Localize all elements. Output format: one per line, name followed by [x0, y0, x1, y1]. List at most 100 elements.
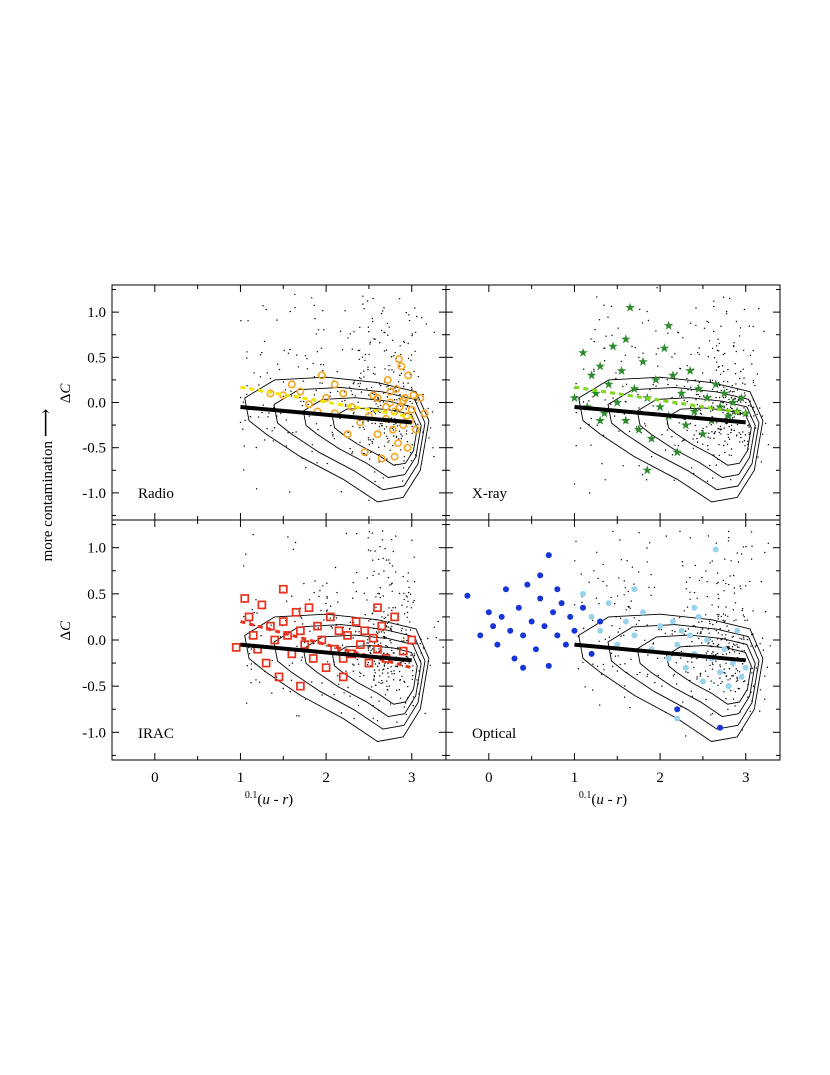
background-dot: [648, 586, 650, 588]
data-point: [390, 452, 399, 461]
fit-line: [240, 405, 412, 425]
background-dot: [316, 462, 318, 464]
data-point: [558, 600, 565, 607]
data-point: [313, 621, 322, 631]
background-dot: [767, 444, 770, 446]
background-dot: [735, 619, 737, 621]
background-dot: [257, 416, 260, 418]
background-dot: [388, 440, 390, 442]
background-dot: [409, 400, 411, 403]
background-dot: [317, 329, 320, 331]
data-point: [322, 393, 331, 402]
data-point: [326, 612, 335, 622]
data-point: [368, 633, 378, 643]
background-dot: [676, 372, 678, 374]
data-point: [490, 623, 497, 630]
background-dot: [707, 675, 709, 678]
background-dot: [258, 384, 260, 386]
background-dot: [383, 664, 386, 666]
background-dot: [311, 681, 313, 683]
background-dot: [382, 310, 384, 312]
background-dot: [371, 612, 374, 614]
background-dot: [387, 672, 389, 674]
data-point: [283, 631, 292, 640]
background-dot: [620, 360, 622, 363]
background-dot: [737, 679, 739, 681]
background-dot: [731, 646, 734, 648]
background-dot: [393, 423, 395, 426]
background-dot: [683, 610, 685, 612]
background-dot: [382, 401, 385, 403]
background-dot: [355, 571, 358, 574]
background-dot: [352, 582, 354, 584]
background-dot: [244, 419, 246, 422]
background-dot: [370, 550, 372, 552]
background-dot: [696, 657, 698, 660]
background-dot: [623, 580, 625, 582]
background-dot: [745, 545, 747, 548]
background-dot: [418, 670, 420, 672]
background-dot: [385, 349, 388, 351]
data-point: [734, 627, 741, 634]
background-dot: [731, 384, 733, 387]
background-dot: [749, 710, 751, 712]
background-dot: [300, 400, 302, 402]
background-dot: [717, 643, 720, 646]
background-dot: [727, 679, 729, 681]
background-dot: [401, 665, 404, 667]
background-dot: [382, 682, 384, 684]
background-dot: [581, 601, 583, 604]
background-dot: [713, 300, 715, 302]
data-point: [721, 646, 728, 653]
background-dot: [695, 307, 697, 309]
background-dot: [367, 420, 369, 422]
background-dot: [733, 342, 735, 344]
background-dot: [715, 369, 717, 371]
background-dot: [728, 398, 730, 401]
background-dot: [404, 681, 406, 683]
background-dot: [653, 586, 656, 589]
background-dot: [296, 715, 298, 717]
background-dot: [657, 674, 659, 677]
background-dot: [316, 351, 319, 353]
background-dot: [686, 401, 688, 403]
background-dot: [711, 388, 714, 390]
background-dot: [392, 607, 394, 609]
background-dot: [577, 668, 580, 670]
background-dot: [268, 412, 270, 414]
data-point: [502, 586, 509, 593]
background-dot: [336, 675, 339, 677]
fit-line: [574, 642, 746, 663]
data-point: [464, 592, 471, 599]
background-dot: [311, 444, 314, 446]
background-dot: [313, 643, 315, 645]
background-dot: [242, 401, 245, 403]
data-point: [719, 388, 730, 398]
background-dot: [675, 683, 678, 685]
background-dot: [740, 436, 742, 439]
background-dot: [728, 391, 730, 393]
background-dot: [253, 611, 255, 614]
background-dot: [579, 427, 582, 429]
background-dot: [618, 577, 620, 579]
background-dot: [330, 424, 332, 427]
background-dot: [304, 355, 307, 357]
background-dot: [406, 430, 408, 432]
data-point: [339, 389, 348, 398]
background-dot: [406, 611, 409, 614]
background-dot: [411, 388, 413, 390]
background-dot: [711, 604, 713, 606]
background-dot: [394, 607, 397, 609]
series-1: [240, 385, 413, 419]
background-dot: [629, 607, 631, 609]
background-dot: [248, 653, 251, 655]
x-tick-label: 0: [151, 770, 159, 786]
background-dot: [723, 590, 725, 592]
background-dot: [723, 621, 725, 623]
data-point: [586, 370, 597, 380]
background-dot: [313, 304, 315, 307]
background-dot: [744, 680, 746, 682]
background-dot: [403, 613, 406, 615]
background-dot: [376, 632, 379, 634]
background-dot: [407, 342, 409, 345]
